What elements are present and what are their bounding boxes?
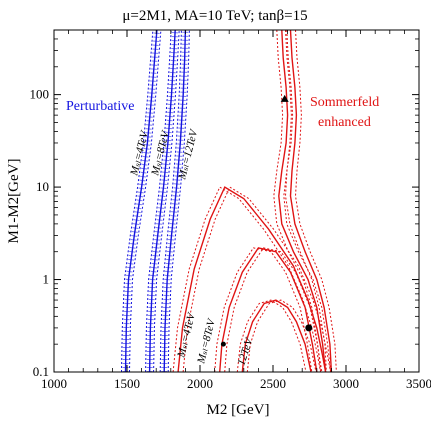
- x-tick-label: 2000: [187, 376, 213, 391]
- x-tick-label: 1000: [41, 376, 67, 391]
- marker-triangle-0: [280, 94, 289, 102]
- red-curve-label-12: 12TeV: [235, 336, 255, 367]
- x-tick-label: 3500: [406, 376, 431, 391]
- series-band-7-1: [294, 30, 337, 372]
- series-band-6-1: [283, 30, 332, 372]
- perturbative-label: Perturbative: [66, 99, 134, 114]
- series-hatch-1: [146, 30, 179, 372]
- marker-circle-1: [220, 341, 226, 347]
- series-band-2-1: [167, 30, 190, 372]
- series-band-5-0: [236, 299, 307, 372]
- series-band-4-1: [224, 247, 323, 372]
- x-tick-label: 3000: [333, 376, 359, 391]
- series-band-5-1: [246, 299, 317, 372]
- series-band-0-1: [129, 30, 162, 372]
- x-tick-label: 2500: [260, 376, 286, 391]
- series-line-3: [177, 186, 327, 372]
- series-hatch-0: [122, 30, 160, 372]
- series-band-3-0: [172, 186, 322, 372]
- series-band-2-0: [159, 30, 182, 372]
- y-axis-label: M1-M2[GeV]: [6, 159, 22, 244]
- series-perturbative-2: [159, 30, 190, 372]
- y-tick-label: 0.1: [33, 364, 49, 379]
- series-perturbative-0: [121, 30, 162, 372]
- marker-circle-2: [305, 324, 313, 332]
- y-tick-label: 1: [43, 272, 50, 287]
- series-line-5: [241, 299, 312, 372]
- x-axis-label: M2 [GeV]: [207, 402, 270, 418]
- series-hatch-2: [161, 30, 189, 372]
- series-perturbative-1: [145, 30, 180, 372]
- series-sommerfeld-7: [284, 30, 337, 372]
- y-tick-label: 100: [30, 87, 50, 102]
- series-band-7-0: [284, 30, 327, 372]
- ticks-layer: 1000 1500 2000 2500 3000 3500 0.1 1 10 100: [30, 30, 431, 391]
- series-band-6-0: [273, 30, 322, 372]
- curves-layer: [121, 30, 337, 372]
- markers-layer: [220, 94, 313, 347]
- y-tick-label: 10: [36, 179, 49, 194]
- chart-title: μ=2M1, MA=10 TeV; tanβ=15: [122, 8, 307, 24]
- series-band-0-0: [121, 30, 154, 372]
- series-line-7: [289, 30, 333, 372]
- x-tick-label: 1500: [114, 376, 140, 391]
- series-band-1-0: [145, 30, 172, 372]
- series-sommerfeld-6: [273, 30, 332, 372]
- series-line-2: [163, 30, 187, 372]
- sommerfeld-label-line1: Sommerfeld: [310, 95, 379, 110]
- series-band-1-1: [153, 30, 180, 372]
- red-curve-label-4: Mₛₗ=4TeV: [175, 311, 198, 360]
- series-sommerfeld-5: [236, 299, 317, 372]
- plot-frame: [53, 29, 420, 373]
- series-line-6: [278, 30, 327, 372]
- red-curve-label-8: Mₛₗ=8TeV: [195, 317, 218, 366]
- sommerfeld-label-line2: enhanced: [318, 115, 371, 130]
